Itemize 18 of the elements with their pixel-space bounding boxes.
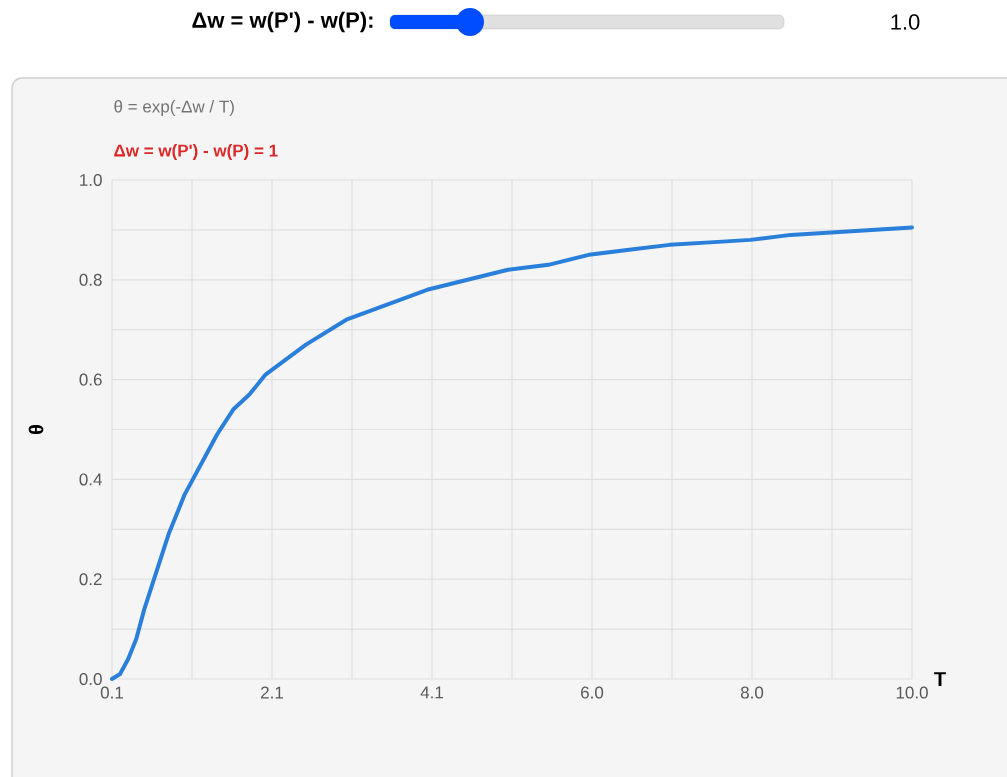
x-tick-label: 4.1 <box>420 686 443 699</box>
x-tick-label: 10.0 <box>896 686 928 699</box>
y-tick-label: 0.2 <box>79 573 102 586</box>
y-tick-label: 0.6 <box>79 373 102 386</box>
y-tick-label: 0.8 <box>79 273 102 286</box>
x-tick-label: 0.1 <box>100 686 123 699</box>
x-tick-label: 8.0 <box>740 686 764 699</box>
x-axis-title: T <box>934 672 946 686</box>
text: 1.0 <box>891 14 920 30</box>
y-tick-label: 1.0 <box>80 173 102 187</box>
x-tick-label: 6.0 <box>581 686 604 699</box>
y-axis-title: θ <box>28 424 44 435</box>
text: Δw = w(P') - w(P): <box>192 11 373 33</box>
x-tick-label: 2.1 <box>261 686 283 699</box>
text: θ = exp(-Δw / T) <box>114 100 234 116</box>
y-tick-label: 0.0 <box>79 672 102 686</box>
y-tick-label: 0.4 <box>79 473 102 486</box>
text: Δw = w(P') - w(P) = 1 <box>114 144 278 160</box>
